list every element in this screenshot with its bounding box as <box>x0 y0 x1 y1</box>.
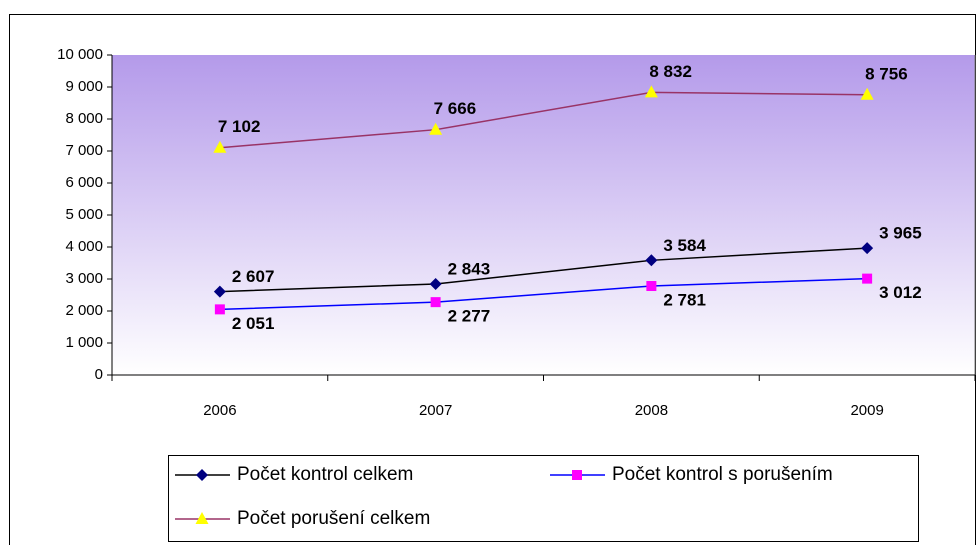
data-point <box>644 85 658 98</box>
value-label: 3 965 <box>879 224 922 243</box>
y-tick-label: 1 000 <box>65 334 103 351</box>
legend-marker <box>572 470 582 480</box>
data-point <box>430 297 441 308</box>
x-tick-label: 2008 <box>635 402 668 419</box>
value-label: 3 012 <box>879 283 922 302</box>
value-label: 8 756 <box>865 64 908 83</box>
plot-area <box>112 55 975 375</box>
data-point <box>213 140 227 153</box>
y-tick-label: 4 000 <box>65 238 103 255</box>
series-line <box>219 277 868 311</box>
y-tick-label: 3 000 <box>65 270 103 287</box>
value-label: 2 607 <box>232 267 275 286</box>
value-label: 2 781 <box>663 290 706 309</box>
data-point <box>214 304 225 315</box>
x-tick-label: 2009 <box>850 402 883 419</box>
data-point <box>860 87 874 100</box>
y-tick-label: 6 000 <box>65 174 103 191</box>
y-tick-label: 7 000 <box>65 142 103 159</box>
value-label: 2 277 <box>448 307 491 326</box>
y-tick-label: 2 000 <box>65 302 103 319</box>
series-line <box>219 247 868 293</box>
y-tick-label: 10 000 <box>57 46 103 63</box>
legend-label: Počet kontrol s porušením <box>612 464 833 485</box>
data-point <box>429 122 443 135</box>
y-tick-label: 9 000 <box>65 78 103 95</box>
legend-label: Počet kontrol celkem <box>237 464 413 485</box>
legend-marker <box>196 469 208 481</box>
legend <box>168 455 919 542</box>
y-tick-label: 5 000 <box>65 206 103 223</box>
series-line <box>219 91 868 149</box>
value-label: 7 102 <box>218 117 261 136</box>
data-point <box>213 285 226 298</box>
value-label: 2 843 <box>448 260 491 279</box>
y-tick-label: 0 <box>95 366 103 383</box>
data-point <box>645 254 658 267</box>
legend-label: Počet porušení celkem <box>237 508 430 529</box>
y-tick-label: 8 000 <box>65 110 103 127</box>
value-label: 7 666 <box>434 99 477 118</box>
value-label: 3 584 <box>663 236 706 255</box>
x-tick-label: 2007 <box>419 402 452 419</box>
legend-marker <box>195 512 209 524</box>
data-point <box>646 281 657 292</box>
value-label: 2 051 <box>232 314 275 333</box>
data-point <box>861 242 874 255</box>
x-tick-label: 2006 <box>203 402 236 419</box>
data-point <box>429 278 442 291</box>
value-label: 8 832 <box>649 62 692 81</box>
data-point <box>862 273 873 284</box>
